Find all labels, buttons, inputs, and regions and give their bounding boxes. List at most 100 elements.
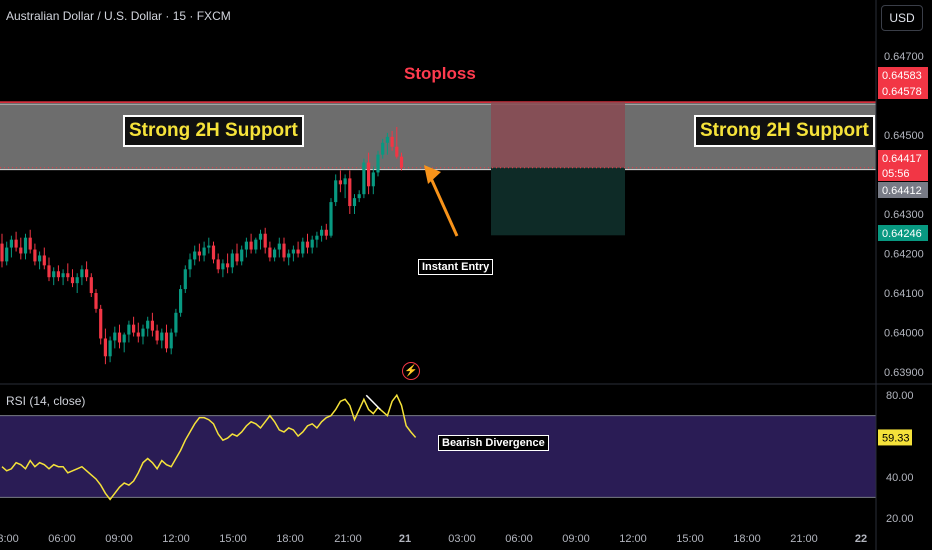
candle-body xyxy=(70,277,75,284)
candle-body xyxy=(320,229,324,236)
candle-body xyxy=(89,277,93,294)
price-badge-label: 0.64578 xyxy=(882,86,922,98)
candle-body xyxy=(56,271,60,278)
rsi-value-badge xyxy=(878,429,912,446)
time-tick-label: 15:00 xyxy=(676,533,704,545)
stoploss-label: Stoploss xyxy=(404,64,476,83)
candle-body xyxy=(315,235,319,240)
candle-body xyxy=(122,334,126,343)
candle-body xyxy=(193,251,197,260)
candle-body xyxy=(155,330,159,341)
candlestick-series xyxy=(0,126,404,365)
time-tick-label: 09:00 xyxy=(562,533,590,545)
candle-body xyxy=(66,273,70,278)
rsi-tick-label: 80.00 xyxy=(886,390,914,402)
price-badge xyxy=(878,165,928,181)
candle-body xyxy=(188,259,192,270)
time-tick-label: 12:00 xyxy=(619,533,647,545)
time-tick-label: 21:00 xyxy=(334,533,362,545)
candle-body xyxy=(75,277,79,284)
candle-body xyxy=(226,263,230,268)
candle-body xyxy=(221,263,225,270)
candle-body xyxy=(160,332,164,341)
candle-body xyxy=(235,253,239,262)
candle-body xyxy=(287,253,291,258)
entry-arrow-head xyxy=(424,165,441,184)
candle-body xyxy=(362,162,366,195)
candle-body xyxy=(240,249,244,262)
candle-body xyxy=(108,340,112,357)
candle-body xyxy=(85,269,89,278)
rsi-value-label: 59.33 xyxy=(882,432,910,444)
price-tick-label: 0.64500 xyxy=(884,130,924,142)
candle-body xyxy=(23,237,28,254)
candle-body xyxy=(47,265,51,278)
currency-button[interactable]: USD xyxy=(881,5,923,31)
price-badge-label: 0.64583 xyxy=(882,70,922,82)
candle-body xyxy=(169,332,173,349)
candle-body xyxy=(367,162,371,187)
candle-body xyxy=(381,142,385,155)
candle-body xyxy=(113,332,117,341)
candle-body xyxy=(141,328,145,337)
candle-body xyxy=(150,320,154,331)
time-tick-label: 18:00 xyxy=(276,533,304,545)
candle-body xyxy=(207,245,211,248)
candle-body xyxy=(80,269,84,278)
symbol-title[interactable]: Australian Dollar / U.S. Dollar · 15 · F… xyxy=(6,9,231,23)
rsi-tick-label: 40.00 xyxy=(886,472,914,484)
candle-body xyxy=(99,308,103,339)
target-zone xyxy=(491,167,625,236)
time-tick-label: 03:00 xyxy=(448,533,476,545)
candle-body xyxy=(277,243,281,250)
rsi-line xyxy=(1,393,417,501)
divergence-line xyxy=(365,394,381,411)
price-tick-label: 0.64700 xyxy=(884,51,924,63)
price-tick-label: 0.64100 xyxy=(884,288,924,300)
candle-body xyxy=(301,241,305,254)
candle-body xyxy=(9,239,13,248)
rsi-title[interactable]: RSI (14, close) xyxy=(6,394,86,408)
candle-body xyxy=(127,324,131,335)
candle-body xyxy=(52,271,56,278)
candle-body xyxy=(376,154,380,173)
candle-body xyxy=(94,293,98,309)
candle-body xyxy=(0,243,4,262)
candle-body xyxy=(352,198,357,207)
candle-body xyxy=(249,241,253,250)
candle-body xyxy=(263,233,267,248)
entry-arrow-shaft xyxy=(428,175,459,237)
candle-body xyxy=(254,239,258,250)
candle-body xyxy=(348,178,352,207)
price-tick-label: 0.64200 xyxy=(884,248,924,260)
candle-body xyxy=(183,269,187,290)
candle-body xyxy=(291,249,295,254)
candle-body xyxy=(197,251,201,256)
time-tick-label: 22 xyxy=(855,533,867,545)
support-label-left: Strong 2H Support xyxy=(123,115,304,147)
candle-body xyxy=(164,332,169,349)
candle-body xyxy=(202,247,206,256)
price-tick-label: 0.63900 xyxy=(884,367,924,379)
candle-body xyxy=(103,338,107,357)
time-tick-label: 18:00 xyxy=(733,533,761,545)
candle-body xyxy=(357,194,361,199)
candle-body xyxy=(42,255,46,266)
price-badge-label: 0.64246 xyxy=(882,228,922,240)
candle-body xyxy=(371,172,375,187)
candle-body xyxy=(324,229,328,236)
candle-body xyxy=(136,332,140,337)
candle-body xyxy=(385,136,389,143)
flash-icon[interactable]: ⚡ xyxy=(402,362,420,380)
candle-body xyxy=(216,259,220,270)
instant-entry-label: Instant Entry xyxy=(418,259,494,275)
time-tick-label: 06:00 xyxy=(48,533,76,545)
candle-body xyxy=(399,156,404,168)
candle-body xyxy=(390,136,394,147)
price-badge xyxy=(878,182,928,198)
candle-body xyxy=(211,245,216,260)
candle-body xyxy=(273,249,277,258)
price-badge-label: 0.64417 xyxy=(882,153,922,165)
candle-body xyxy=(179,289,183,313)
